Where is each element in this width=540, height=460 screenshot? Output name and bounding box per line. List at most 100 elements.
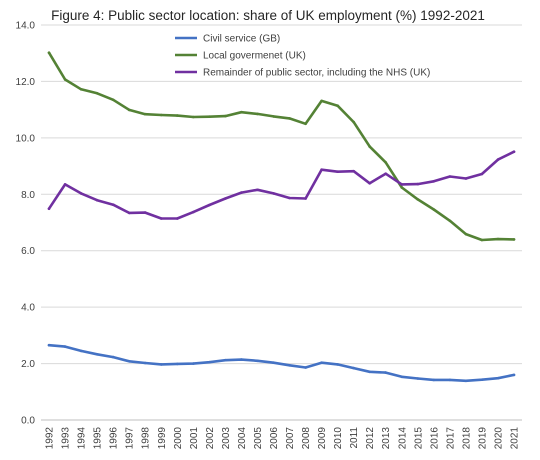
x-tick-label: 2005 [253, 427, 264, 450]
x-tick-label: 2014 [397, 427, 408, 450]
x-tick-label: 2017 [445, 427, 456, 450]
data-point [320, 99, 323, 103]
data-point [176, 217, 179, 220]
x-tick-label: 2001 [189, 427, 200, 450]
x-tick-label: 2000 [173, 427, 184, 450]
data-point [432, 180, 436, 183]
x-tick-label: 2003 [221, 427, 232, 450]
data-point [208, 203, 211, 207]
axes: 0.0 2.0 4.0 6.0 8.0 10.0 12.0 14.0 1992 1993 1994 1… [16, 21, 522, 450]
data-point [336, 363, 339, 366]
x-tick-label: 2016 [429, 427, 440, 450]
data-point [304, 197, 307, 200]
data-point [288, 364, 291, 367]
data-point [79, 192, 83, 195]
x-tick-label: 2009 [317, 427, 328, 450]
data-point [480, 378, 484, 382]
data-point [224, 358, 227, 362]
y-tick-label: 4.0 [21, 303, 35, 314]
data-point [95, 92, 99, 95]
data-point [272, 115, 275, 118]
data-point [512, 150, 516, 153]
data-point [63, 183, 67, 186]
data-point [304, 366, 307, 369]
data-point [416, 377, 420, 380]
data-point [448, 219, 452, 223]
data-point [192, 362, 195, 365]
data-point [95, 198, 99, 202]
data-point [192, 210, 195, 214]
x-tick-label: 2006 [269, 427, 280, 450]
data-point [160, 363, 163, 366]
y-tick-label: 2.0 [21, 359, 35, 370]
data-point [47, 51, 51, 54]
data-point [240, 110, 243, 114]
data-point [256, 359, 259, 363]
data-point [111, 98, 115, 102]
x-tick-label: 1997 [125, 427, 136, 450]
data-point [224, 197, 227, 200]
x-tick-label: 1993 [61, 427, 72, 450]
data-point [143, 361, 147, 365]
data-point [240, 358, 243, 361]
data-point [464, 177, 468, 180]
x-tick-label: 2012 [365, 427, 376, 450]
data-point [176, 114, 179, 117]
data-point [256, 112, 259, 116]
data-point [336, 170, 339, 173]
data-point [192, 115, 195, 119]
data-point [111, 203, 115, 206]
data-point [352, 366, 356, 370]
data-point [432, 378, 436, 382]
data-point [368, 370, 372, 374]
x-tick-label: 2008 [301, 427, 312, 450]
data-point [160, 113, 163, 117]
data-point [288, 196, 291, 200]
x-tick-label: 1999 [157, 427, 168, 450]
chart-title: Figure 4: Public sector location: share … [51, 8, 485, 23]
data-point [208, 360, 211, 364]
data-point [448, 378, 452, 382]
data-point [416, 182, 420, 186]
data-point [416, 198, 420, 201]
data-point [63, 78, 67, 81]
x-tick-label: 1992 [45, 427, 56, 450]
data-point [272, 192, 275, 195]
data-point [496, 376, 500, 380]
x-tick-label: 2010 [333, 427, 344, 450]
data-point [496, 158, 500, 161]
data-point [111, 355, 115, 359]
x-tick-label: 2021 [509, 427, 520, 450]
legend-label: Civil service (GB) [203, 34, 280, 45]
data-point [512, 238, 516, 241]
series-lines [47, 51, 516, 383]
x-tick-label: 2004 [237, 427, 248, 450]
y-tick-label: 10.0 [16, 133, 36, 144]
data-point [400, 186, 404, 189]
data-point [127, 360, 131, 363]
data-point [464, 232, 468, 236]
data-point [384, 161, 388, 164]
x-tick-label: 2002 [205, 427, 216, 450]
x-tick-label: 2007 [285, 427, 296, 450]
x-tick-label: 2019 [477, 427, 488, 450]
gridlines [41, 24, 522, 365]
data-point [143, 211, 147, 214]
series-line-3 [47, 150, 516, 220]
data-point [79, 88, 83, 91]
x-tick-label: 2015 [413, 427, 424, 450]
data-point [432, 208, 436, 211]
x-tick-label: 2018 [461, 427, 472, 450]
data-point [480, 238, 484, 242]
data-point [320, 361, 323, 365]
data-point [464, 379, 468, 383]
data-point [336, 104, 339, 107]
data-point [79, 349, 83, 353]
data-point [224, 114, 227, 118]
series-line-1 [47, 343, 516, 383]
y-tick-label: 12.0 [16, 77, 36, 88]
data-point [320, 168, 323, 171]
data-point [127, 108, 131, 112]
y-tick-label: 6.0 [21, 246, 35, 257]
